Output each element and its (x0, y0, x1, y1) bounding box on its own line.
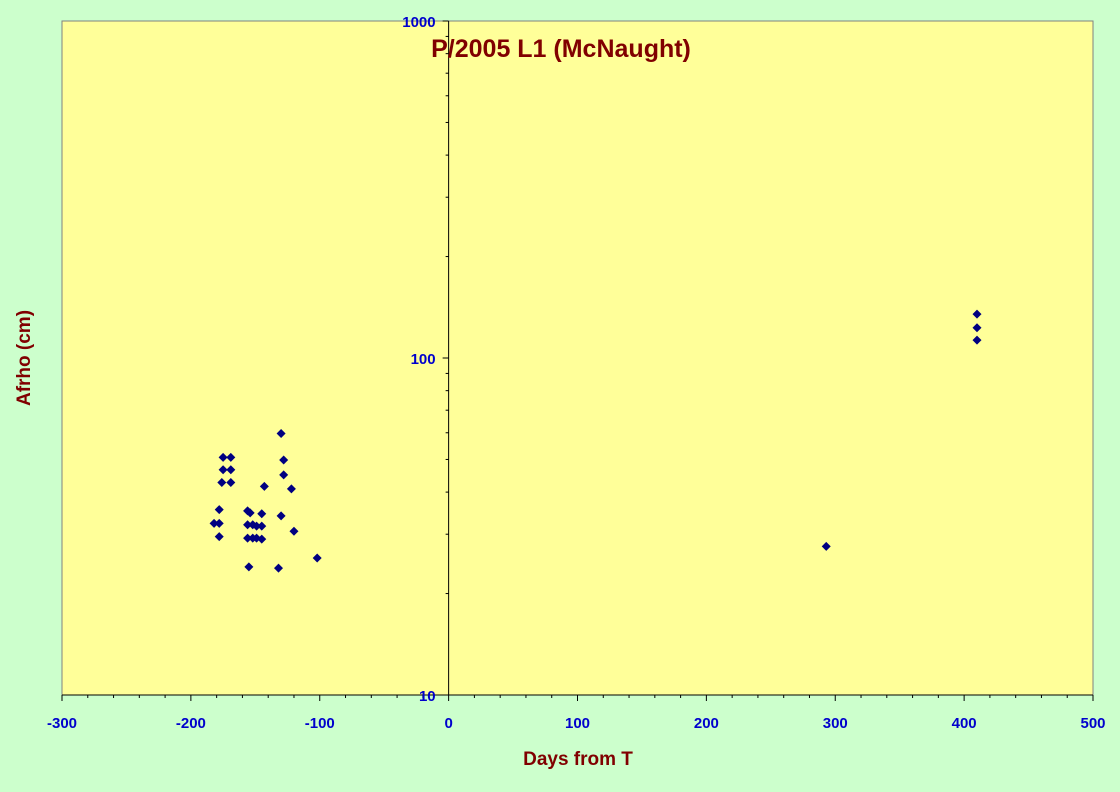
data-point (226, 478, 236, 488)
data-point (209, 518, 219, 528)
data-point (972, 335, 982, 345)
x-tick-label: 0 (444, 715, 452, 732)
data-point (279, 470, 289, 480)
x-axis-title: Days from T (523, 749, 633, 770)
data-point (214, 505, 224, 515)
data-point (226, 465, 236, 475)
y-tick-label: 100 (411, 351, 436, 368)
data-point (243, 520, 253, 530)
x-tick-label: 500 (1080, 715, 1105, 732)
x-tick-label: -100 (305, 715, 335, 732)
x-tick-label: 300 (823, 715, 848, 732)
data-point (286, 484, 296, 494)
data-point (257, 534, 267, 544)
x-tick-label: 200 (694, 715, 719, 732)
data-point (289, 526, 299, 536)
data-point (218, 465, 228, 475)
data-point (274, 563, 284, 573)
chart-title: P/2005 L1 (McNaught) (431, 35, 691, 63)
data-points (209, 309, 982, 573)
data-point (972, 309, 982, 319)
axes (61, 20, 1094, 701)
data-point (257, 521, 267, 531)
data-point (218, 452, 228, 462)
data-point (279, 455, 289, 465)
data-point (972, 323, 982, 333)
data-point (276, 511, 286, 521)
y-axis-title: Afrho (cm) (14, 310, 35, 406)
data-point (276, 428, 286, 438)
data-point (257, 509, 267, 519)
data-point (244, 562, 254, 572)
data-point (226, 452, 236, 462)
x-tick-label: -200 (176, 715, 206, 732)
data-point (245, 508, 255, 518)
data-point (214, 532, 224, 542)
plot-area (61, 20, 1094, 696)
data-point (217, 478, 227, 488)
data-point (252, 521, 262, 531)
data-point (259, 481, 269, 491)
x-tick-label: -300 (47, 715, 77, 732)
data-point (243, 533, 253, 543)
x-tick-label: 100 (565, 715, 590, 732)
data-point (214, 518, 224, 528)
y-tick-label: 10 (419, 688, 436, 705)
tick-labels: -300 -200 -100 0 100 200 300 400 500 10 100 1000 (47, 14, 1106, 732)
data-point (312, 553, 322, 563)
y-tick-label: 1000 (402, 14, 435, 31)
x-tick-label: 400 (952, 715, 977, 732)
data-point (821, 541, 831, 551)
